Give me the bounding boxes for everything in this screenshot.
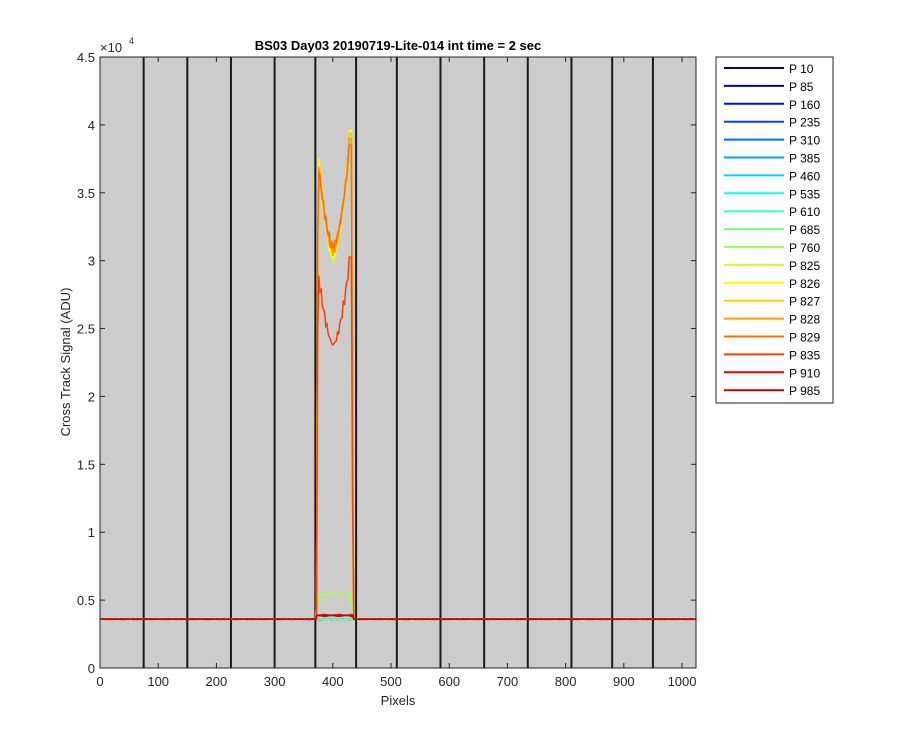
y-tick-label: 4.5: [77, 50, 95, 65]
x-tick-label: 600: [438, 674, 460, 689]
legend-label: P 828: [789, 313, 820, 327]
legend-label: P 160: [789, 98, 820, 112]
x-axis-ticks: 0 100 200 300 400 500 600 700 800 900 1000: [96, 57, 696, 689]
legend-label: P 685: [789, 223, 820, 237]
legend-label: P 826: [789, 277, 820, 291]
x-tick-label: 500: [380, 674, 402, 689]
y-tick-label: 0: [88, 661, 95, 676]
legend-label: P 760: [789, 241, 820, 255]
x-axis-label: Pixels: [381, 693, 416, 708]
y-tick-label: 3.5: [77, 186, 95, 201]
legend-label: P 235: [789, 116, 820, 130]
y-tick-label: 0.5: [77, 593, 95, 608]
chart-title: BS03 Day03 20190719-Lite-014 int time = …: [255, 38, 542, 53]
legend-label: P 535: [789, 187, 820, 201]
y-tick-label: 3: [88, 254, 95, 269]
legend-label: P 910: [789, 366, 820, 380]
plot-area: [100, 57, 696, 668]
vertical-lines: [142, 57, 654, 668]
x-tick-label: 700: [497, 674, 519, 689]
x-tick-label: 800: [555, 674, 577, 689]
y-tick-label: 1.5: [77, 457, 95, 472]
y-exponent-base: ×10: [100, 40, 122, 55]
y-tick-label: 1: [88, 525, 95, 540]
x-tick-label: 300: [264, 674, 286, 689]
legend-label: P 985: [789, 384, 820, 398]
x-tick-label: 1000: [668, 674, 697, 689]
legend-label: P 835: [789, 348, 820, 362]
y-exponent-power: 4: [129, 36, 134, 46]
y-tick-label: 4: [88, 118, 95, 133]
legend-label: P 825: [789, 259, 820, 273]
series-lines: [99, 129, 697, 621]
y-axis-ticks: 0 0.5 1 1.5 2 2.5 3 3.5 4 4.5: [77, 50, 696, 676]
y-axis-label: Cross Track Signal (ADU): [58, 288, 73, 437]
legend: P 10 P 85 P 160 P 235 P 310 P 385 P 460 P 535 P …: [724, 62, 820, 398]
x-tick-label: 200: [206, 674, 228, 689]
legend-label: P 610: [789, 205, 820, 219]
legend-label: P 829: [789, 331, 820, 345]
legend-label: P 385: [789, 152, 820, 166]
y-tick-label: 2.5: [77, 322, 95, 337]
legend-label: P 827: [789, 295, 820, 309]
y-tick-label: 2: [88, 389, 95, 404]
legend-label: P 85: [789, 80, 814, 94]
plot-frame: [99, 56, 697, 669]
x-tick-label: 400: [322, 674, 344, 689]
legend-label: P 310: [789, 134, 820, 148]
x-tick-label: 900: [613, 674, 635, 689]
legend-label: P 10: [789, 62, 814, 76]
x-tick-label: 0: [96, 674, 103, 689]
x-tick-label: 100: [147, 674, 169, 689]
series-line-p-985: [99, 614, 697, 621]
legend-label: P 460: [789, 169, 820, 183]
